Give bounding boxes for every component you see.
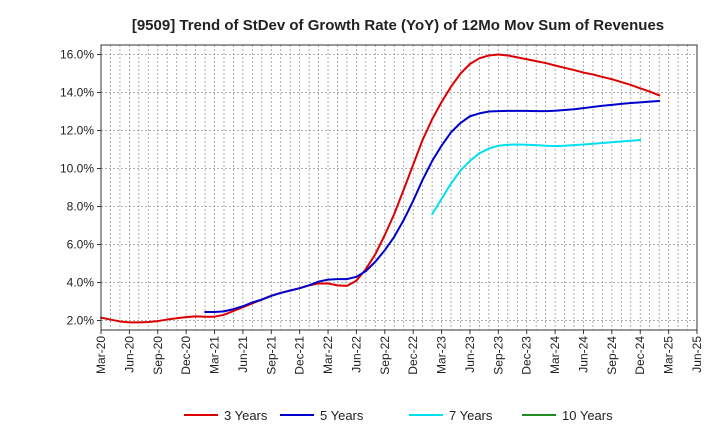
plot-background [101,45,697,330]
x-tick-label: Jun-25 [690,336,704,373]
x-tick-label: Dec-21 [293,336,307,375]
y-tick-label: 16.0% [60,48,94,62]
legend-label: 10 Years [562,408,613,423]
series-line-5-years [204,100,661,313]
x-tick-label: Jun-24 [576,336,590,373]
x-tick-label: Sep-24 [605,336,619,375]
y-tick-label: 12.0% [60,124,94,138]
y-tick-label: 4.0% [67,276,95,290]
y-tick-label: 6.0% [67,238,95,252]
plot-frame [100,44,698,331]
x-tick-label: Jun-22 [349,336,363,373]
x-tick-label: Jun-23 [463,336,477,373]
chart-title: [9509] Trend of StDev of Growth Rate (Yo… [132,17,664,34]
y-tick-label: 14.0% [60,86,94,100]
x-tick-label: Mar-21 [208,336,222,374]
y-tick-label: 8.0% [67,200,95,214]
x-tick-label: Sep-20 [151,336,165,375]
y-tick-label: 2.0% [67,314,95,328]
series-line-7-years [431,139,642,216]
x-tick-label: Mar-20 [94,336,108,374]
x-tick-label: Sep-23 [491,336,505,375]
legend-label: 7 Years [449,408,493,423]
x-tick-label: Jun-21 [236,336,250,373]
legend-label: 3 Years [224,408,268,423]
x-tick-label: Dec-20 [179,336,193,375]
x-tick-label: Sep-22 [378,336,392,375]
x-tick-label: Dec-24 [633,336,647,375]
y-tick-label: 10.0% [60,162,94,176]
x-tick-label: Mar-23 [435,336,449,374]
legend-label: 5 Years [320,408,364,423]
x-tick-label: Mar-22 [321,336,335,374]
x-tick-label: Jun-20 [122,336,136,373]
x-tick-label: Dec-22 [406,336,420,375]
legend: 3 Years 5 Years 7 Years 10 Years [184,408,613,423]
x-tick-label: Sep-21 [264,336,278,375]
series-line-3-years [100,53,661,324]
x-tick-label: Mar-25 [662,336,676,374]
plot-area: 2.0% 4.0% 6.0% 8.0% 10.0% 12.0% 14.0% 16.0% Mar-… [60,44,704,375]
x-tick-label: Mar-24 [548,336,562,374]
x-tick-label: Dec-23 [520,336,534,375]
